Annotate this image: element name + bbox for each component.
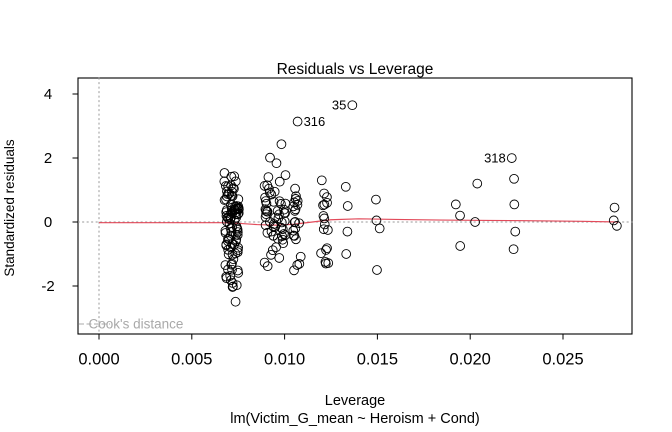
svg-text:4: 4: [44, 86, 52, 103]
svg-text:318: 318: [484, 151, 506, 166]
svg-text:0.000: 0.000: [78, 351, 119, 369]
svg-text:0.005: 0.005: [171, 351, 212, 369]
svg-text:Standardized residuals: Standardized residuals: [2, 139, 17, 277]
svg-text:Leverage: Leverage: [325, 393, 385, 409]
svg-text:0.015: 0.015: [357, 351, 398, 369]
svg-text:lm(Victim_G_mean ~ Heroism + C: lm(Victim_G_mean ~ Heroism + Cond): [230, 411, 480, 427]
svg-text:Cook's distance: Cook's distance: [89, 317, 184, 332]
svg-text:0.010: 0.010: [264, 351, 305, 369]
svg-text:0: 0: [44, 214, 52, 231]
svg-text:316: 316: [304, 114, 326, 129]
svg-text:2: 2: [44, 150, 52, 167]
svg-text:0.025: 0.025: [542, 351, 583, 369]
svg-text:-2: -2: [41, 278, 54, 295]
svg-text:0.020: 0.020: [450, 351, 491, 369]
svg-text:Residuals vs Leverage: Residuals vs Leverage: [277, 61, 434, 78]
svg-text:35: 35: [332, 98, 346, 113]
